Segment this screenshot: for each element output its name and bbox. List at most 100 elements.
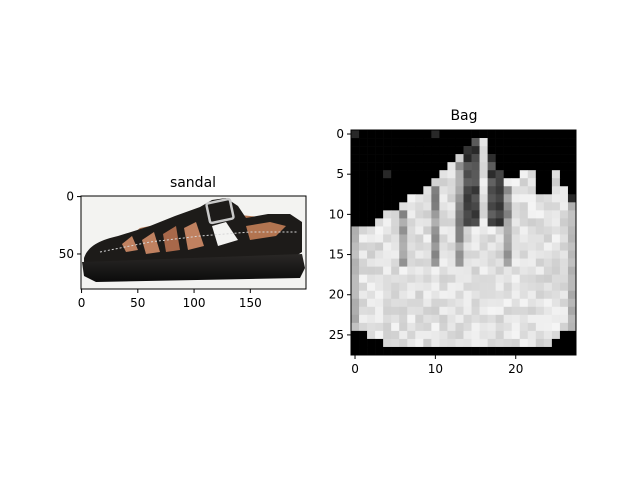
- bag-pixel: [431, 218, 440, 227]
- bag-pixel: [351, 162, 360, 171]
- bag-pixel: [375, 162, 384, 171]
- bag-pixel: [527, 282, 537, 292]
- bag-pixel: [407, 322, 416, 332]
- bag-pixel: [567, 226, 577, 235]
- bag-pixel: [423, 330, 432, 340]
- bag-pixel: [527, 250, 537, 259]
- bag-pixel: [351, 306, 360, 316]
- bag-pixel: [463, 170, 472, 179]
- bag-pixel: [479, 322, 488, 332]
- bag-pixel: [447, 314, 456, 324]
- bag-pixel: [463, 186, 472, 195]
- bag-pixel: [503, 314, 513, 324]
- bag-pixel: [415, 250, 424, 259]
- bag-pixel: [359, 298, 368, 308]
- bag-pixel: [471, 338, 480, 348]
- bag-pixel: [351, 242, 360, 251]
- bag-pixel: [487, 162, 496, 171]
- bag-pixel: [479, 338, 488, 348]
- bag-pixel: [487, 298, 496, 308]
- bag-pixel: [375, 258, 384, 267]
- bag-pixel: [423, 218, 432, 227]
- bag-pixel: [447, 250, 456, 259]
- bag-pixel: [423, 146, 432, 155]
- bag-pixel: [495, 322, 504, 332]
- bag-pixel: [415, 266, 424, 275]
- bag-pixel: [415, 306, 424, 316]
- bag-pixel: [455, 138, 464, 147]
- bag-pixel: [391, 338, 400, 348]
- bag-pixel: [503, 242, 513, 251]
- bag-pixel: [415, 242, 424, 251]
- bag-pixel: [455, 210, 464, 219]
- bag-pixel: [439, 274, 448, 283]
- bag-pixel: [359, 250, 368, 259]
- bag-pixel: [511, 322, 521, 332]
- bag-pixel: [511, 290, 521, 300]
- bag-pixel: [367, 154, 376, 163]
- bag-pixel: [399, 226, 408, 235]
- bag-pixel: [391, 274, 400, 283]
- bag-pixel: [535, 154, 545, 163]
- bag-pixel: [479, 218, 488, 227]
- bag-pixel: [431, 274, 440, 283]
- bag-pixel: [423, 170, 432, 179]
- right-xtick-label: 0: [351, 362, 359, 376]
- bag-pixel: [391, 298, 400, 308]
- bag-pixel: [471, 298, 480, 308]
- bag-pixel: [359, 202, 368, 211]
- bag-pixel: [559, 234, 569, 243]
- bag-pixel: [359, 282, 368, 292]
- bag-pixel: [487, 258, 496, 267]
- bag-pixel: [399, 138, 408, 147]
- bag-pixel: [559, 186, 569, 195]
- bag-pixel: [527, 298, 537, 308]
- bag-pixel: [383, 186, 392, 195]
- sandal-cutout: [142, 232, 160, 254]
- bag-pixel: [495, 250, 504, 259]
- bag-pixel: [383, 130, 392, 139]
- bag-pixel: [527, 178, 537, 187]
- bag-pixel: [423, 130, 432, 139]
- bag-pixel: [367, 202, 376, 211]
- bag-pixel: [487, 170, 496, 179]
- bag-pixel: [519, 290, 529, 300]
- bag-pixel: [543, 178, 553, 187]
- bag-pixel: [351, 202, 360, 211]
- bag-pixel: [431, 226, 440, 235]
- bag-pixel: [407, 186, 416, 195]
- bag-pixel: [559, 170, 569, 179]
- bag-pixel: [471, 306, 480, 316]
- bag-pixel: [567, 146, 577, 155]
- bag-pixel: [439, 130, 448, 139]
- bag-pixel: [367, 138, 376, 147]
- bag-pixel: [527, 338, 537, 348]
- bag-pixel: [551, 250, 561, 259]
- bag-pixel: [527, 210, 537, 219]
- bag-pixel: [367, 226, 376, 235]
- bag-pixel: [455, 146, 464, 155]
- bag-pixel: [399, 130, 408, 139]
- bag-pixel: [567, 290, 577, 300]
- bag-pixel: [359, 186, 368, 195]
- bag-pixel: [487, 282, 496, 292]
- bag-pixel: [439, 306, 448, 316]
- bag-pixel: [351, 170, 360, 179]
- bag-pixel: [495, 274, 504, 283]
- bag-pixel: [423, 274, 432, 283]
- bag-pixel: [551, 162, 561, 171]
- bag-pixel: [439, 210, 448, 219]
- bag-pixel: [519, 250, 529, 259]
- bag-pixel: [351, 274, 360, 283]
- bag-pixel: [463, 242, 472, 251]
- bag-pixel: [367, 274, 376, 283]
- bag-pixel: [559, 314, 569, 324]
- bag-pixel: [559, 218, 569, 227]
- bag-pixel: [351, 186, 360, 195]
- bag-pixel: [375, 170, 384, 179]
- bag-pixel: [503, 186, 513, 195]
- bag-pixel: [447, 202, 456, 211]
- bag-pixel: [351, 178, 360, 187]
- bag-pixel: [479, 274, 488, 283]
- bag-pixel: [551, 130, 561, 139]
